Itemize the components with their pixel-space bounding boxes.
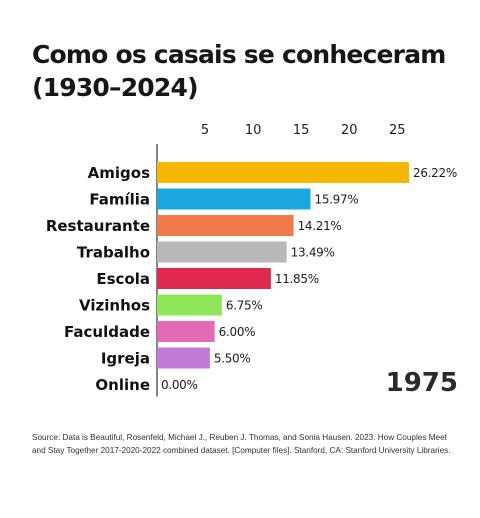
category-label: Escola <box>96 270 150 288</box>
x-tick-label: 5 <box>201 123 209 138</box>
category-label: Igreja <box>101 350 150 368</box>
bar-row: Restaurante 14.21% <box>46 215 342 236</box>
value-label: 6.75% <box>226 299 263 313</box>
bar-row: Vizinhos 6.75% <box>79 294 263 316</box>
value-label: 6.00% <box>219 325 256 339</box>
bars: Amigos 26.22% Família 15.97% Restaurante 14.2… <box>46 162 457 394</box>
bar <box>157 321 215 342</box>
bar-row: Amigos 26.22% <box>88 162 457 183</box>
bar-row: Escola 11.85% <box>96 268 319 289</box>
x-tick-label: 25 <box>389 123 406 138</box>
bar-row: Trabalho 13.49% <box>77 241 335 263</box>
value-label: 13.49% <box>291 246 335 260</box>
x-tick-label: 10 <box>245 123 262 138</box>
year-label: 1975 <box>386 368 458 398</box>
bar-row: Família 15.97% <box>89 188 359 210</box>
bar-row: Online 0.00% <box>95 376 198 394</box>
bar <box>157 241 287 263</box>
value-label: 26.22% <box>413 166 457 180</box>
bar <box>157 294 222 316</box>
category-label: Vizinhos <box>79 297 150 315</box>
value-label: 15.97% <box>314 193 358 207</box>
bar <box>157 347 210 369</box>
bar <box>157 268 271 289</box>
value-label: 5.50% <box>214 352 251 366</box>
category-label: Restaurante <box>46 217 150 235</box>
category-label: Família <box>89 191 150 209</box>
chart-title: Como os casais se conheceram (1930–2024) <box>32 40 446 102</box>
bar <box>157 215 294 236</box>
bar-row: Igreja 5.50% <box>101 347 251 369</box>
value-label: 14.21% <box>298 219 342 233</box>
bar <box>157 162 409 183</box>
category-label: Faculdade <box>64 323 150 341</box>
x-axis-ticks: 5 10 15 20 25 <box>201 123 406 138</box>
bar-chart: 5 10 15 20 25 Amigos 26.22% Família 15.97% Resta… <box>46 123 458 398</box>
x-tick-label: 20 <box>341 123 358 138</box>
source-note: Source: Data is Beautiful, Rosenfeld, Mi… <box>32 433 451 455</box>
category-label: Amigos <box>88 164 150 182</box>
category-label: Trabalho <box>77 244 150 262</box>
value-label: 0.00% <box>161 378 198 392</box>
bar-row: Faculdade 6.00% <box>64 321 256 342</box>
x-tick-label: 15 <box>293 123 310 138</box>
value-label: 11.85% <box>275 272 319 286</box>
bar <box>157 188 311 210</box>
category-label: Online <box>95 376 150 394</box>
